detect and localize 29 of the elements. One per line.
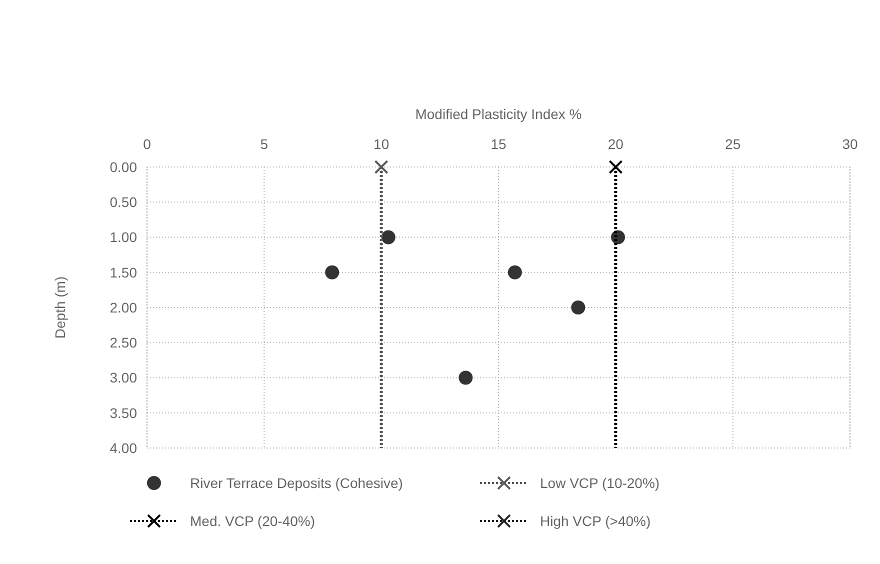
y-tick-label: 0.00 [110, 158, 138, 175]
x-tick-label: 15 [490, 136, 506, 152]
point [374, 160, 388, 174]
x-tick-label: 0 [143, 136, 152, 152]
y-tick-label: 1.00 [110, 229, 138, 246]
legend-label: High VCP (>40%) [540, 512, 651, 529]
y-tick-label: 4.00 [110, 440, 138, 456]
point [608, 160, 623, 174]
legend-label: Med. VCP (20-40%) [190, 512, 316, 529]
y-tick-label: 3.00 [110, 370, 138, 386]
y-tick-label: 3.50 [110, 404, 138, 421]
point [508, 265, 522, 280]
x-tick-label: 25 [725, 136, 741, 152]
point [381, 230, 396, 244]
x-tick-label: 10 [374, 136, 390, 152]
x-tick-label: 30 [842, 136, 858, 152]
point [325, 265, 340, 280]
y-tick-label: 1.50 [110, 264, 138, 280]
legend-label: Low VCP (10-20%) [540, 474, 660, 491]
legend-label: River Terrace Deposits (Cohesive) [190, 474, 403, 491]
point [458, 370, 473, 385]
x-tick-label: 5 [260, 136, 268, 152]
y-tick-label: 2.50 [110, 334, 138, 351]
x-axis-title: Modified Plasticity Index % [415, 106, 582, 122]
x-tick-label: 20 [608, 136, 624, 152]
point [571, 300, 586, 314]
y-tick-label: 2.00 [110, 299, 138, 316]
y-axis-title: Depth (m) [52, 276, 68, 339]
y-tick-label: 0.50 [110, 194, 138, 210]
